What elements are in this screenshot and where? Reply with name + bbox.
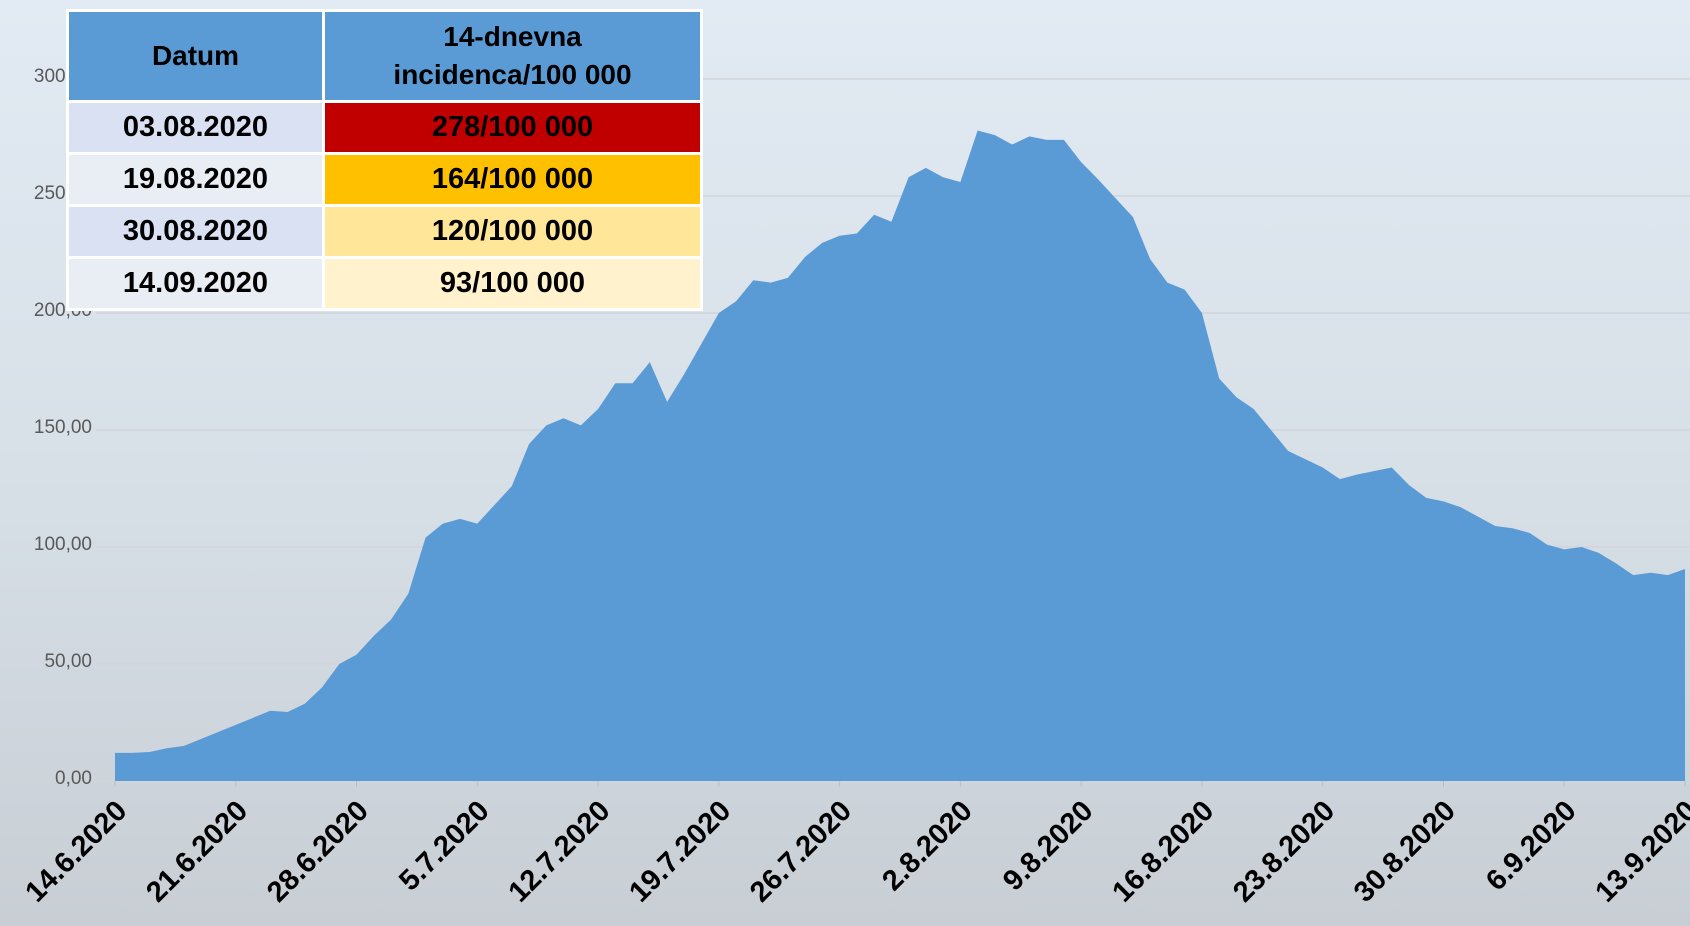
date-cell: 19.08.2020 (66, 152, 325, 207)
x-tick-label: 14.6.2020 (20, 795, 134, 909)
x-tick-label: 23.8.2020 (1227, 795, 1341, 909)
value-cell: 164/100 000 (322, 152, 703, 207)
date-cell: 30.08.2020 (66, 204, 325, 259)
x-tick-label: 21.6.2020 (140, 795, 254, 909)
date-cell: 14.09.2020 (66, 256, 325, 311)
y-tick-label: 100,00 (34, 534, 92, 555)
x-tick-label: 19.7.2020 (623, 795, 737, 909)
x-tick-label: 5.7.2020 (393, 795, 495, 897)
incidence-table: Datum 14-dnevna incidenca/100 000 03.08.2… (66, 9, 703, 311)
header-line: incidenca/100 000 (393, 59, 632, 90)
value-cell: 93/100 000 (322, 256, 703, 311)
x-tick-label: 13.9.2020 (1590, 795, 1690, 909)
header-cell: 14-dnevna incidenca/100 000 (322, 9, 703, 103)
x-tick-label: 6.9.2020 (1480, 795, 1582, 897)
table-row: 19.08.2020 164/100 000 (66, 152, 703, 207)
x-tick-label: 26.7.2020 (744, 795, 858, 909)
area (115, 130, 1685, 782)
date-cell: 03.08.2020 (66, 100, 325, 155)
table-header: Datum 14-dnevna incidenca/100 000 (66, 9, 703, 103)
x-tick-label: 16.8.2020 (1106, 795, 1220, 909)
header-line: 14-dnevna (443, 21, 582, 52)
x-tick-label: 9.8.2020 (997, 795, 1099, 897)
value-cell: 120/100 000 (322, 204, 703, 259)
header-cell: Datum (66, 9, 325, 103)
x-tick-label: 28.6.2020 (261, 795, 375, 909)
x-tick-label: 12.7.2020 (503, 795, 617, 909)
x-tick-label: 30.8.2020 (1348, 795, 1462, 909)
y-tick-label: 150,00 (34, 417, 92, 438)
y-tick-label: 0,00 (55, 768, 92, 789)
table-row: 30.08.2020 120/100 000 (66, 204, 703, 259)
table-row: 03.08.2020 278/100 000 (66, 100, 703, 155)
value-cell: 278/100 000 (322, 100, 703, 155)
x-tick-label: 2.8.2020 (876, 795, 978, 897)
y-tick-label: 50,00 (44, 651, 92, 672)
table-row: 14.09.2020 93/100 000 (66, 256, 703, 311)
